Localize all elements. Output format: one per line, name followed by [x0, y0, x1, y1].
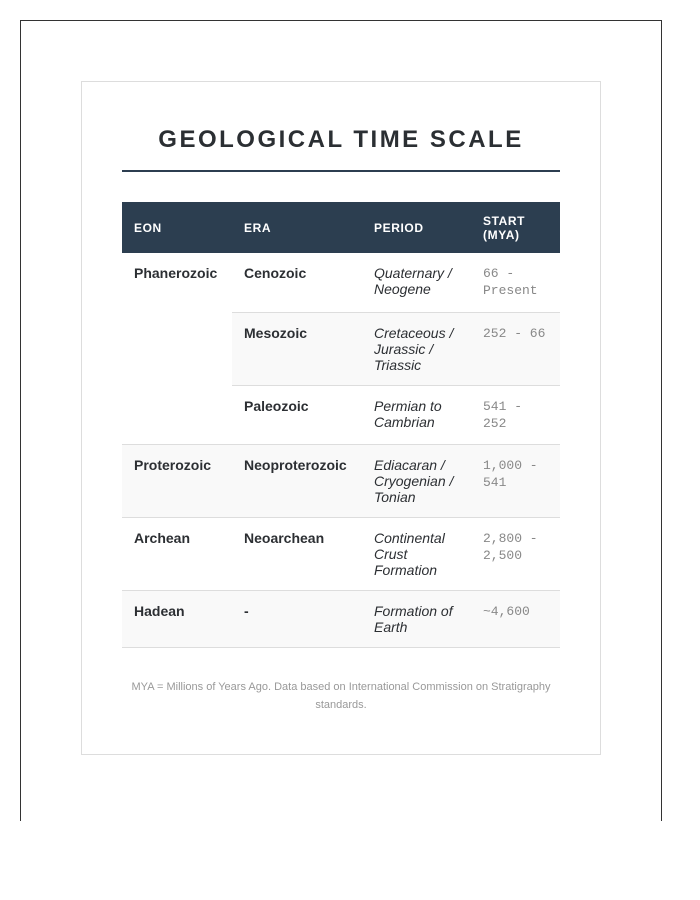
footnote: MYA = Millions of Years Ago. Data based … — [131, 681, 551, 711]
time-scale-table: EON ERA PERIOD START (MYA) Phanerozoic C… — [122, 202, 560, 648]
title-divider — [122, 170, 560, 172]
header-eon: EON — [122, 202, 232, 253]
start-cell: 252 - 66 — [471, 312, 560, 386]
period-cell: Cretaceous / Jurassic / Triassic — [362, 312, 471, 386]
era-cell: Mesozoic — [232, 312, 362, 386]
start-cell: 66 - Present — [471, 253, 560, 313]
table-row: Hadean - Formation of Earth ~4,600 — [122, 590, 560, 648]
period-cell: Ediacaran / Cryogenian / Tonian — [362, 444, 471, 518]
period-cell: Formation of Earth — [362, 590, 471, 648]
page-frame — [20, 20, 662, 821]
header-start: START (MYA) — [471, 202, 560, 253]
period-cell: Continental Crust Formation — [362, 517, 471, 591]
period-cell: Permian to Cambrian — [362, 385, 471, 445]
table-row: Archean Neoarchean Continental Crust For… — [122, 517, 560, 591]
start-cell: ~4,600 — [471, 590, 560, 648]
era-cell: Cenozoic — [232, 253, 362, 313]
start-cell: 1,000 - 541 — [471, 444, 560, 518]
period-cell: Quaternary / Neogene — [362, 253, 471, 313]
table-row: Paleozoic Permian to Cambrian 541 - 252 — [122, 385, 560, 445]
eon-cell: Phanerozoic — [122, 253, 232, 445]
start-cell: 541 - 252 — [471, 385, 560, 445]
page-title: GEOLOGICAL TIME SCALE — [158, 126, 524, 153]
eon-cell: Archean — [122, 517, 232, 591]
header-era: ERA — [232, 202, 362, 253]
eon-cell: Proterozoic — [122, 444, 232, 518]
table-header-row: EON ERA PERIOD START (MYA) — [122, 202, 560, 253]
table-row: Phanerozoic Cenozoic Quaternary / Neogen… — [122, 253, 560, 445]
start-cell: 2,800 - 2,500 — [471, 517, 560, 591]
era-cell: Neoproterozoic — [232, 444, 362, 518]
eon-cell: Hadean — [122, 590, 232, 648]
era-cell: Neoarchean — [232, 517, 362, 591]
table-row: Proterozoic Neoproterozoic Ediacaran / C… — [122, 444, 560, 518]
table-row: Mesozoic Cretaceous / Jurassic / Triassi… — [122, 312, 560, 386]
era-cell: - — [232, 590, 362, 648]
header-period: PERIOD — [362, 202, 471, 253]
era-cell: Paleozoic — [232, 385, 362, 445]
time-scale-card: GEOLOGICAL TIME SCALE EON ERA PERIOD STA… — [81, 81, 601, 755]
